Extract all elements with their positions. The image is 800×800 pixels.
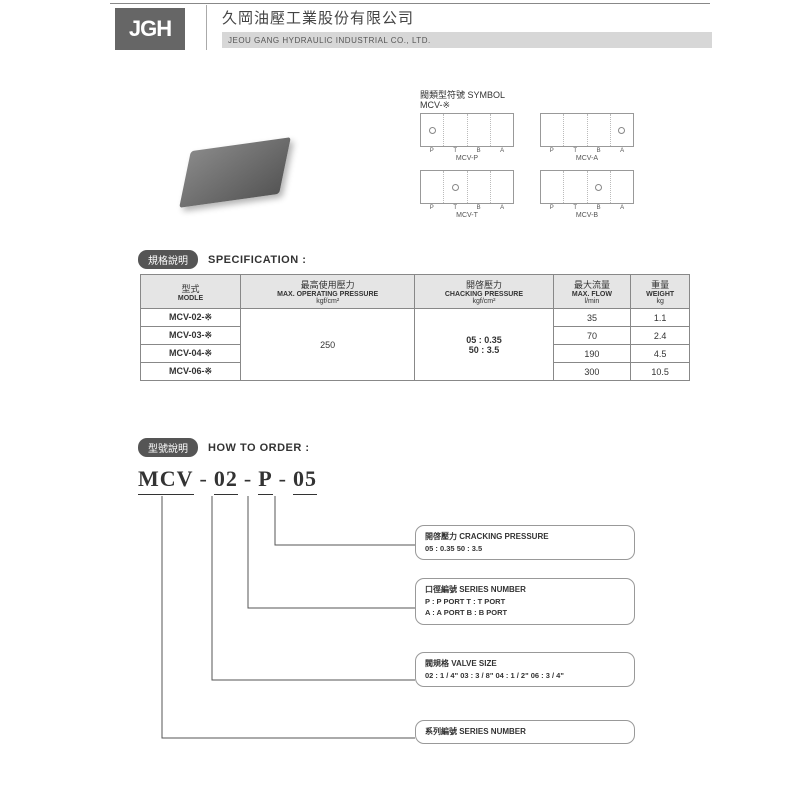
company-name-en: JEOU GANG HYDRAULIC INDUSTRIAL CO., LTD. <box>222 32 712 48</box>
order-brackets <box>130 490 430 780</box>
spec-pill: 規格說明 <box>138 250 198 269</box>
symbol-mcv-p: PTBA MCV-P <box>420 113 514 162</box>
spec-table: 型式MODLE 最高使用壓力MAX. OPERATING PRESSUREkgf… <box>140 274 690 381</box>
symbol-mcv-t: PTBA MCV-T <box>420 170 514 219</box>
order-pill: 型號說明 <box>138 438 198 457</box>
table-row: MCV-02-※ 250 05 : 0.3550 : 3.5 351.1 <box>141 309 690 327</box>
header-divider <box>206 5 207 50</box>
symbol-grid: PTBA MCV-P PTBA MCV-A PTBA MCV-T PTBA MC… <box>420 113 634 219</box>
spec-title: SPECIFICATION : <box>208 254 306 266</box>
symbol-subtitle: MCV-※ <box>420 100 450 111</box>
order-title: HOW TO ORDER : <box>208 442 310 454</box>
spec-heading: 規格說明 SPECIFICATION : <box>138 250 306 269</box>
order-heading: 型號說明 HOW TO ORDER : <box>138 438 310 457</box>
symbol-mcv-b: PTBA MCV-B <box>540 170 634 219</box>
explain-cracking: 開啓壓力 CRACKING PRESSURE 05 : 0.35 50 : 3.… <box>415 525 635 560</box>
explain-valve-size: 閥規格 VALVE SIZE 02 : 1 / 4" 03 : 3 / 8" 0… <box>415 652 635 687</box>
header: JGH 久岡油壓工業股份有限公司 JEOU GANG HYDRAULIC IND… <box>0 0 800 60</box>
explain-series: 口徑編號 SERIES NUMBER P : P PORT T : T PORT… <box>415 578 635 625</box>
company-name-cn: 久岡油壓工業股份有限公司 <box>222 7 414 28</box>
logo: JGH <box>115 8 185 50</box>
symbol-mcv-a: PTBA MCV-A <box>540 113 634 162</box>
header-rule <box>110 3 710 4</box>
order-code: MCV- 02- P- 05 <box>138 466 317 492</box>
product-image <box>175 130 295 210</box>
explain-series-number: 系列編號 SERIES NUMBER <box>415 720 635 744</box>
